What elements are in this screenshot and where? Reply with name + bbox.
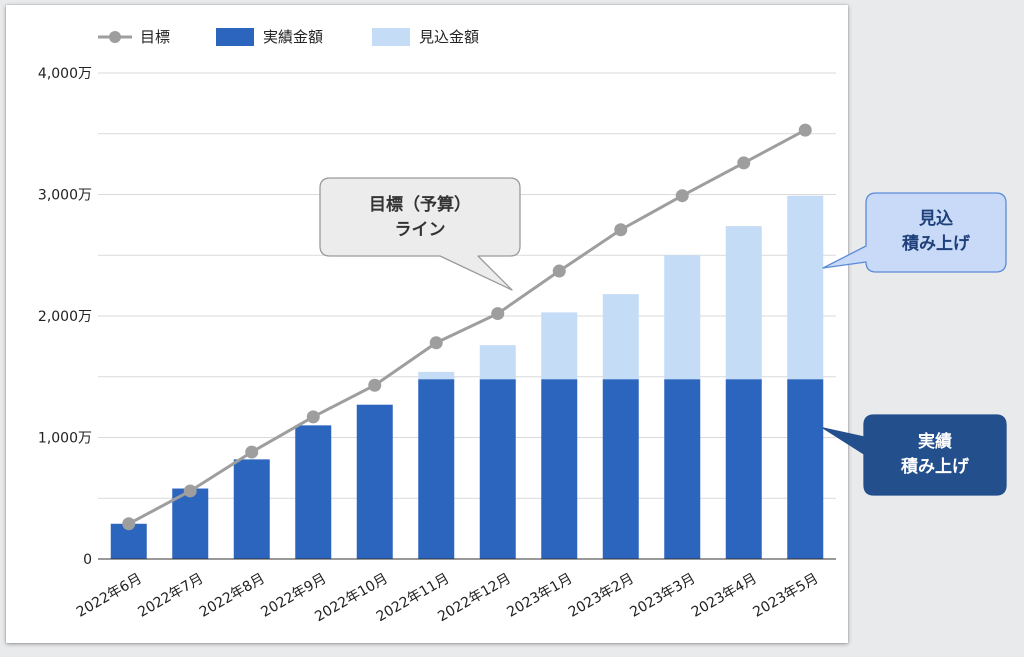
actual-bar xyxy=(356,404,393,559)
target-callout-text: 目標（予算） xyxy=(369,194,471,215)
target-point xyxy=(552,264,566,278)
forecast-bar xyxy=(418,371,455,380)
y-tick-label: 4,000万 xyxy=(38,66,92,82)
target-point xyxy=(368,378,382,392)
target-point xyxy=(306,410,320,424)
actual-bar xyxy=(725,379,762,559)
legend-point-swatch xyxy=(109,31,121,43)
target-point xyxy=(798,123,812,137)
forecast-callout-text: 見込 xyxy=(918,209,953,229)
forecast-bar xyxy=(479,345,516,380)
target-point xyxy=(429,336,443,350)
target-point xyxy=(183,484,197,498)
target-point xyxy=(614,223,628,237)
actual-bar xyxy=(602,379,639,559)
legend-label: 目標 xyxy=(140,28,170,46)
target-line xyxy=(122,123,812,531)
actual-bar xyxy=(787,379,824,559)
forecast-bar xyxy=(602,294,639,380)
target-point xyxy=(737,156,751,170)
target-point xyxy=(675,189,689,203)
y-tick-label: 3,000万 xyxy=(38,188,92,204)
legend-label: 見込金額 xyxy=(419,28,479,46)
target-point xyxy=(245,445,259,459)
legend: 目標 実績金額 見込金額 xyxy=(98,28,479,46)
target-point xyxy=(122,517,136,531)
legend-label: 実績金額 xyxy=(263,28,323,46)
actual-callout-text: 実績 xyxy=(918,431,952,452)
actual-bar xyxy=(295,425,332,559)
actual-callout-bubble xyxy=(822,414,1007,496)
target-callout-text: ライン xyxy=(395,220,446,240)
y-tick-label: 1,000万 xyxy=(38,431,92,447)
target-point xyxy=(491,307,505,321)
y-tick-label: 2,000万 xyxy=(38,309,92,325)
forecast-bar xyxy=(725,226,762,380)
actual-bar xyxy=(541,379,578,559)
actual-bar xyxy=(664,379,701,559)
forecast-bar xyxy=(787,195,824,380)
forecast-callout-bubble xyxy=(822,192,1007,273)
y-tick-label: 0 xyxy=(83,552,92,568)
forecast-callout-text: 積み上げ xyxy=(902,233,971,254)
chart-card: 0 1,000万 2,000万 3,000万 4,000万 2022年6月 2022年7月 2… xyxy=(6,5,848,643)
legend-forecast-swatch xyxy=(372,28,410,46)
target-callout-bubble xyxy=(319,177,521,291)
actual-bar xyxy=(479,379,516,559)
actual-callout-text: 積み上げ xyxy=(901,456,970,477)
target-line-path xyxy=(128,128,806,526)
actual-bar xyxy=(418,379,455,559)
stacked-bar-line-chart: 01,000万2,000万3,000万4,000万2022年6月2022年7月2… xyxy=(38,28,836,625)
legend-actual-swatch xyxy=(216,28,254,46)
actual-bar xyxy=(172,488,209,559)
actual-bar xyxy=(233,459,270,559)
forecast-bar xyxy=(541,312,578,380)
forecast-bar xyxy=(664,255,701,380)
bars xyxy=(110,195,824,559)
